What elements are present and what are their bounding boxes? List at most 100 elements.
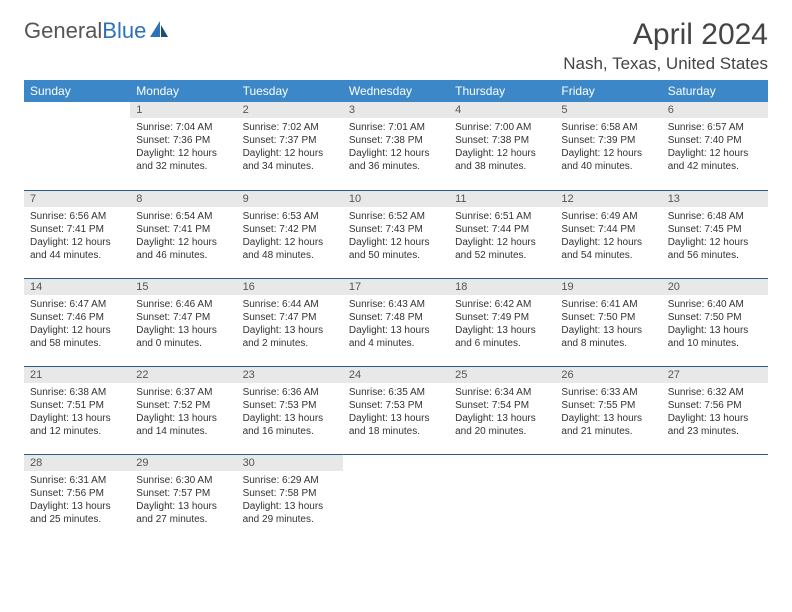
day-number: 4 (449, 102, 555, 118)
day-line-sr: Sunrise: 6:30 AM (136, 474, 230, 487)
calendar-week-row: 14Sunrise: 6:47 AMSunset: 7:46 PMDayligh… (24, 278, 768, 366)
calendar-day-cell: 30Sunrise: 6:29 AMSunset: 7:58 PMDayligh… (237, 454, 343, 542)
calendar-day-cell: 2Sunrise: 7:02 AMSunset: 7:37 PMDaylight… (237, 102, 343, 190)
day-line-d1: Daylight: 12 hours (668, 236, 762, 249)
day-line-d2: and 36 minutes. (349, 160, 443, 173)
day-number: 30 (237, 455, 343, 471)
day-line-ss: Sunset: 7:51 PM (30, 399, 124, 412)
day-number: 3 (343, 102, 449, 118)
day-number (24, 102, 130, 106)
day-line-d1: Daylight: 13 hours (349, 412, 443, 425)
day-line-ss: Sunset: 7:53 PM (243, 399, 337, 412)
day-line-d1: Daylight: 13 hours (30, 500, 124, 513)
day-line-ss: Sunset: 7:47 PM (243, 311, 337, 324)
day-line-sr: Sunrise: 6:56 AM (30, 210, 124, 223)
day-line-d2: and 21 minutes. (561, 425, 655, 438)
calendar-week-row: 28Sunrise: 6:31 AMSunset: 7:56 PMDayligh… (24, 454, 768, 542)
day-line-sr: Sunrise: 6:32 AM (668, 386, 762, 399)
day-number: 13 (662, 191, 768, 207)
calendar-day-cell: 18Sunrise: 6:42 AMSunset: 7:49 PMDayligh… (449, 278, 555, 366)
day-line-d1: Daylight: 13 hours (136, 412, 230, 425)
day-line-sr: Sunrise: 6:37 AM (136, 386, 230, 399)
day-details: Sunrise: 6:53 AMSunset: 7:42 PMDaylight:… (237, 207, 343, 266)
day-line-sr: Sunrise: 6:57 AM (668, 121, 762, 134)
day-line-sr: Sunrise: 6:58 AM (561, 121, 655, 134)
calendar-day-cell: 12Sunrise: 6:49 AMSunset: 7:44 PMDayligh… (555, 190, 661, 278)
day-number: 19 (555, 279, 661, 295)
day-line-d1: Daylight: 13 hours (349, 324, 443, 337)
day-number: 1 (130, 102, 236, 118)
day-details: Sunrise: 6:30 AMSunset: 7:57 PMDaylight:… (130, 471, 236, 530)
day-header: Sunday (24, 80, 130, 102)
day-line-d2: and 16 minutes. (243, 425, 337, 438)
calendar-day-cell: 26Sunrise: 6:33 AMSunset: 7:55 PMDayligh… (555, 366, 661, 454)
day-line-ss: Sunset: 7:44 PM (455, 223, 549, 236)
day-line-ss: Sunset: 7:50 PM (561, 311, 655, 324)
day-line-sr: Sunrise: 6:47 AM (30, 298, 124, 311)
day-line-sr: Sunrise: 6:34 AM (455, 386, 549, 399)
day-line-sr: Sunrise: 7:00 AM (455, 121, 549, 134)
day-number: 11 (449, 191, 555, 207)
day-header: Monday (130, 80, 236, 102)
day-details: Sunrise: 7:00 AMSunset: 7:38 PMDaylight:… (449, 118, 555, 177)
day-number: 12 (555, 191, 661, 207)
day-number: 18 (449, 279, 555, 295)
day-line-ss: Sunset: 7:50 PM (668, 311, 762, 324)
month-year: April 2024 (563, 18, 768, 52)
day-line-sr: Sunrise: 6:48 AM (668, 210, 762, 223)
location: Nash, Texas, United States (563, 54, 768, 74)
logo-text-1: General (24, 18, 102, 44)
day-line-ss: Sunset: 7:55 PM (561, 399, 655, 412)
day-line-sr: Sunrise: 6:35 AM (349, 386, 443, 399)
header: GeneralBlue April 2024 Nash, Texas, Unit… (24, 18, 768, 74)
day-details: Sunrise: 6:47 AMSunset: 7:46 PMDaylight:… (24, 295, 130, 354)
day-line-d1: Daylight: 13 hours (561, 412, 655, 425)
day-details: Sunrise: 6:35 AMSunset: 7:53 PMDaylight:… (343, 383, 449, 442)
day-number: 15 (130, 279, 236, 295)
day-line-d2: and 25 minutes. (30, 513, 124, 526)
day-line-d1: Daylight: 13 hours (561, 324, 655, 337)
day-details: Sunrise: 6:33 AMSunset: 7:55 PMDaylight:… (555, 383, 661, 442)
day-details: Sunrise: 6:38 AMSunset: 7:51 PMDaylight:… (24, 383, 130, 442)
day-line-d2: and 4 minutes. (349, 337, 443, 350)
day-line-sr: Sunrise: 6:54 AM (136, 210, 230, 223)
day-line-d2: and 2 minutes. (243, 337, 337, 350)
day-line-ss: Sunset: 7:49 PM (455, 311, 549, 324)
day-details: Sunrise: 6:56 AMSunset: 7:41 PMDaylight:… (24, 207, 130, 266)
calendar-day-cell: 10Sunrise: 6:52 AMSunset: 7:43 PMDayligh… (343, 190, 449, 278)
calendar-day-cell: 11Sunrise: 6:51 AMSunset: 7:44 PMDayligh… (449, 190, 555, 278)
day-line-d1: Daylight: 13 hours (136, 324, 230, 337)
day-line-d2: and 18 minutes. (349, 425, 443, 438)
calendar-day-cell: 15Sunrise: 6:46 AMSunset: 7:47 PMDayligh… (130, 278, 236, 366)
day-details: Sunrise: 6:46 AMSunset: 7:47 PMDaylight:… (130, 295, 236, 354)
calendar-day-cell: 7Sunrise: 6:56 AMSunset: 7:41 PMDaylight… (24, 190, 130, 278)
day-line-d1: Daylight: 13 hours (668, 324, 762, 337)
day-number: 9 (237, 191, 343, 207)
day-line-ss: Sunset: 7:41 PM (136, 223, 230, 236)
day-line-d2: and 34 minutes. (243, 160, 337, 173)
day-details: Sunrise: 6:36 AMSunset: 7:53 PMDaylight:… (237, 383, 343, 442)
calendar-day-cell: 14Sunrise: 6:47 AMSunset: 7:46 PMDayligh… (24, 278, 130, 366)
day-line-sr: Sunrise: 6:46 AM (136, 298, 230, 311)
logo: GeneralBlue (24, 18, 170, 44)
day-details: Sunrise: 6:54 AMSunset: 7:41 PMDaylight:… (130, 207, 236, 266)
calendar-day-cell: 17Sunrise: 6:43 AMSunset: 7:48 PMDayligh… (343, 278, 449, 366)
day-details: Sunrise: 6:49 AMSunset: 7:44 PMDaylight:… (555, 207, 661, 266)
day-number: 24 (343, 367, 449, 383)
day-number: 7 (24, 191, 130, 207)
calendar-day-cell: 21Sunrise: 6:38 AMSunset: 7:51 PMDayligh… (24, 366, 130, 454)
day-line-sr: Sunrise: 7:04 AM (136, 121, 230, 134)
day-line-d1: Daylight: 12 hours (455, 236, 549, 249)
day-line-d1: Daylight: 12 hours (30, 236, 124, 249)
day-line-d2: and 46 minutes. (136, 249, 230, 262)
calendar-day-cell: 1Sunrise: 7:04 AMSunset: 7:36 PMDaylight… (130, 102, 236, 190)
day-details: Sunrise: 6:48 AMSunset: 7:45 PMDaylight:… (662, 207, 768, 266)
day-line-d2: and 27 minutes. (136, 513, 230, 526)
day-line-d1: Daylight: 13 hours (243, 412, 337, 425)
day-line-d1: Daylight: 13 hours (136, 500, 230, 513)
day-line-ss: Sunset: 7:39 PM (561, 134, 655, 147)
day-line-ss: Sunset: 7:38 PM (455, 134, 549, 147)
day-header-row: Sunday Monday Tuesday Wednesday Thursday… (24, 80, 768, 102)
day-line-d2: and 38 minutes. (455, 160, 549, 173)
calendar-day-cell: 9Sunrise: 6:53 AMSunset: 7:42 PMDaylight… (237, 190, 343, 278)
